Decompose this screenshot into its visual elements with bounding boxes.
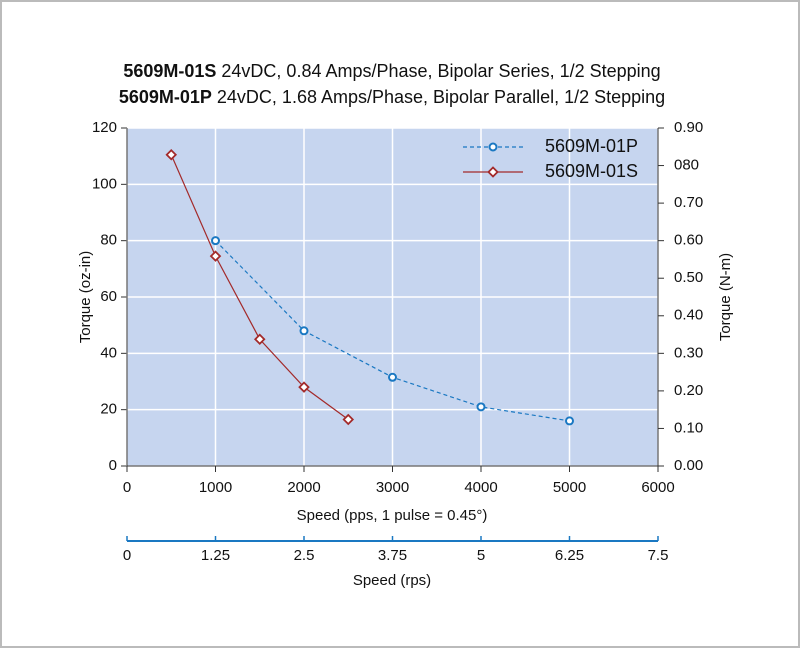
point: [298, 381, 310, 393]
x-tick-label: 1000: [199, 479, 232, 496]
x2-tick-label: 2.5: [294, 547, 315, 564]
title-model: 5609M-01S: [123, 61, 216, 81]
point: [388, 372, 397, 382]
y2-tick-label: 0.40: [674, 307, 703, 324]
x-tick-label: 0: [123, 479, 131, 496]
legend-label: 5609M-01P: [545, 136, 638, 156]
y-tick-label: 120: [92, 119, 117, 136]
x-axis-label: Speed (pps, 1 pulse = 0.45°): [297, 507, 488, 524]
y2-tick-label: 080: [674, 157, 699, 174]
point: [253, 333, 266, 346]
x-tick-label: 4000: [464, 479, 497, 496]
y2-tick-label: 0.20: [674, 382, 703, 399]
y2-tick-label: 0.00: [674, 457, 703, 474]
point: [299, 326, 309, 336]
point: [209, 250, 222, 262]
y-tick-label: 20: [100, 401, 117, 418]
x2-tick-label: 5: [477, 547, 485, 564]
y-tick-label: 80: [100, 232, 117, 249]
y-tick-label: 0: [109, 457, 117, 474]
y2-tick-label: 0.30: [674, 344, 703, 361]
legend-label: 5609M-01S: [545, 161, 638, 181]
x2-tick-label: 7.5: [648, 547, 669, 564]
legend-marker: [488, 142, 498, 152]
y2-tick-label: 0.50: [674, 269, 703, 286]
point: [476, 402, 486, 412]
x2-tick-label: 0: [123, 547, 131, 564]
y2-tick-label: 0.60: [674, 232, 703, 249]
x-tick-label: 5000: [553, 479, 586, 496]
y2-tick-label: 0.70: [674, 194, 703, 211]
y2-axis-label: Torque (N-m): [717, 253, 734, 341]
y2-tick-label: 0.10: [674, 419, 703, 436]
title-line: 5609M-01P 24vDC, 1.68 Amps/Phase, Bipola…: [119, 87, 665, 107]
point: [565, 416, 574, 426]
title-model: 5609M-01P: [119, 87, 212, 107]
x2-tick-label: 6.25: [555, 547, 584, 564]
x-tick-label: 3000: [376, 479, 409, 496]
title-line: 5609M-01S 24vDC, 0.84 Amps/Phase, Bipola…: [123, 61, 660, 81]
x2-tick-label: 3.75: [378, 547, 407, 564]
x-tick-label: 6000: [641, 479, 674, 496]
y-axis-label: Torque (oz-in): [77, 251, 94, 344]
y-tick-label: 40: [100, 344, 117, 361]
title-text: 24vDC, 1.68 Amps/Phase, Bipolar Parallel…: [217, 87, 665, 107]
legend-marker: [487, 166, 499, 178]
point: [342, 413, 355, 426]
y-tick-label: 60: [100, 288, 117, 305]
y2-tick-label: 0.90: [674, 119, 703, 136]
point: [211, 236, 220, 246]
y-tick-label: 100: [92, 175, 117, 192]
title-text: 24vDC, 0.84 Amps/Phase, Bipolar Series, …: [221, 61, 660, 81]
point: [165, 148, 178, 161]
x2-tick-label: 1.25: [201, 547, 230, 564]
x2-axis-label: Speed (rps): [353, 572, 431, 589]
x-tick-label: 2000: [287, 479, 320, 496]
